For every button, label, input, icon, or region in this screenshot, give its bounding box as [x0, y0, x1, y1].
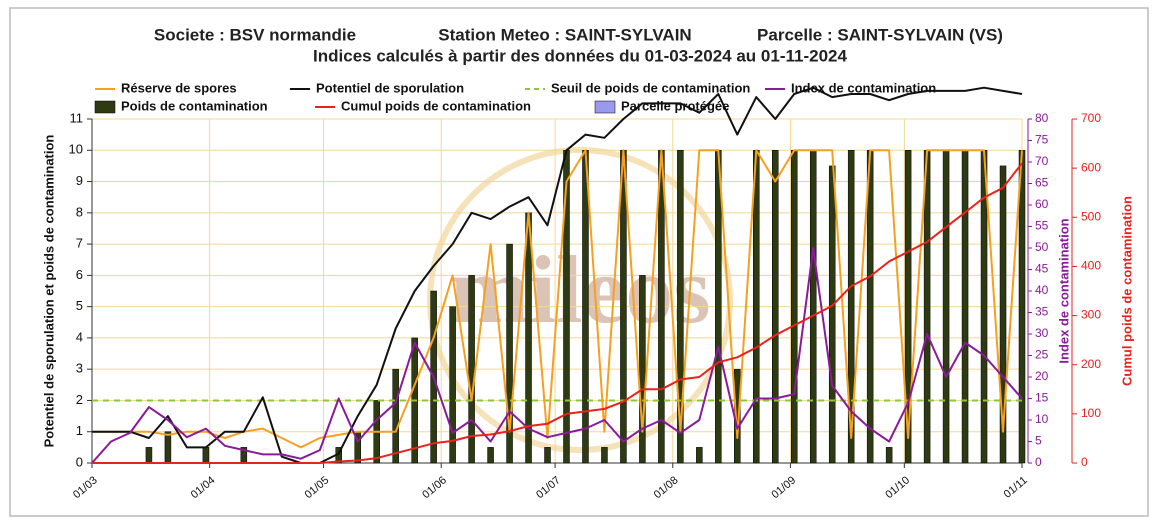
y-tick-label: 11 [70, 110, 84, 125]
y-tick-label: 10 [69, 142, 83, 157]
y2-tick-label: 5 [1035, 434, 1042, 448]
y2-tick-label: 15 [1035, 391, 1049, 405]
bar [677, 150, 684, 464]
y3-tick-label: 600 [1081, 160, 1101, 174]
bar [487, 447, 494, 464]
bar [772, 150, 779, 464]
y3-tick-label: 700 [1081, 111, 1101, 125]
bar [885, 447, 893, 464]
line-series [92, 86, 1023, 464]
y-tick-label: 9 [76, 173, 83, 188]
y-tick-label: 1 [76, 423, 83, 438]
bar [658, 150, 665, 464]
y2-tick-label: 80 [1035, 111, 1049, 125]
bar [942, 150, 950, 464]
y3-tick-label: 0 [1081, 455, 1088, 469]
y2-tick-label: 25 [1035, 348, 1049, 362]
y-tick-label: 6 [76, 267, 83, 282]
legend-label: Potentiel de sporulation [316, 80, 464, 95]
bar [601, 447, 608, 464]
bar [449, 306, 456, 464]
y3-tick-label: 100 [1081, 406, 1101, 420]
y2-tick-label: 10 [1035, 412, 1049, 426]
y2-tick-label: 20 [1035, 369, 1049, 383]
line-series [92, 162, 1023, 464]
y2-tick-label: 65 [1035, 176, 1049, 190]
header-station: Station Meteo : SAINT-SYLVAIN [438, 25, 691, 44]
bar [164, 431, 172, 464]
y-tick-label: 0 [76, 454, 83, 469]
bar [506, 243, 513, 464]
bar [582, 150, 589, 464]
y2-tick-label: 0 [1035, 455, 1042, 469]
y-tick-label: 5 [76, 298, 83, 313]
line-series [92, 149, 1023, 449]
y3-tick-label: 200 [1081, 357, 1101, 371]
legend-label: Seuil de poids de contamination [551, 80, 750, 95]
legend-label: Cumul poids de contamination [341, 98, 531, 113]
y2-tick-label: 60 [1035, 197, 1049, 211]
bar [1018, 150, 1026, 464]
y2-tick-label: 70 [1035, 154, 1049, 168]
y3-axis-title: Cumul poids de contamination [1119, 196, 1134, 386]
y3-tick-label: 300 [1081, 308, 1101, 322]
y2-axis-title: Index de contamination [1056, 218, 1071, 363]
legend-swatch [94, 100, 116, 114]
y-axis-title: Potentiel de sporulation et poids de con… [41, 135, 56, 448]
header-parcelle: Parcelle : SAINT-SYLVAIN (VS) [757, 25, 1003, 44]
legend-label: Parcelle protégée [621, 98, 729, 113]
line-series [91, 247, 1023, 464]
legend-swatch [594, 100, 616, 114]
y2-tick-label: 35 [1035, 305, 1049, 319]
bar [847, 150, 855, 464]
y2-tick-label: 30 [1035, 326, 1049, 340]
bar [999, 165, 1007, 464]
bar [639, 275, 646, 464]
bar [202, 447, 210, 464]
watermark: mileos [449, 236, 710, 343]
bar [392, 368, 399, 464]
header-societe: Societe : BSV normandie [154, 25, 356, 44]
y2-tick-label: 55 [1035, 219, 1049, 233]
bar [828, 165, 836, 464]
legend-label: Poids de contamination [121, 98, 268, 113]
bar [696, 447, 703, 464]
bar [809, 150, 817, 464]
legend-label: Réserve de spores [121, 80, 237, 95]
y3-tick-label: 500 [1081, 209, 1101, 223]
y-tick-label: 4 [76, 329, 83, 344]
y-tick-label: 7 [76, 236, 83, 251]
bar [961, 150, 969, 464]
y-tick-label: 8 [76, 204, 83, 219]
y2-tick-label: 75 [1035, 133, 1049, 147]
bar [904, 150, 912, 464]
y-tick-label: 3 [76, 361, 83, 376]
y2-tick-label: 40 [1035, 283, 1049, 297]
legend-label: Index de contamination [791, 80, 936, 95]
y2-tick-label: 50 [1035, 240, 1049, 254]
y-tick-label: 2 [76, 392, 83, 407]
bar [544, 447, 551, 464]
bar [620, 150, 627, 464]
y2-tick-label: 45 [1035, 262, 1049, 276]
y3-tick-label: 400 [1081, 259, 1101, 273]
chart-title: Indices calculés à partir des données du… [313, 46, 847, 65]
bar [145, 447, 153, 464]
bar [790, 150, 798, 464]
